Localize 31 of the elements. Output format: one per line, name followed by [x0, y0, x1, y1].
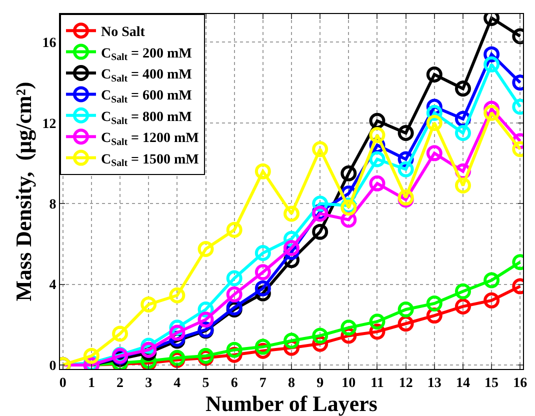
x-tick-label: 3: [145, 376, 152, 391]
x-tick-label: 6: [230, 376, 238, 391]
legend-label: C$_{Salt}$ = 600 mM: [101, 88, 192, 106]
legend-label: C$_{Salt}$ = 400 mM: [101, 67, 192, 84]
x-axis-title: Number of Layers: [206, 390, 378, 416]
y-tick-label: 4: [49, 278, 56, 294]
y-axis-title: Mass Density, (μg/cm²): [11, 82, 36, 302]
legend-label: C$_{Salt}$ = 1200 mM: [101, 131, 199, 148]
x-tick-label: 15: [484, 376, 499, 391]
x-tick-label: 14: [456, 376, 470, 391]
x-tick-label: 13: [427, 376, 442, 391]
x-tick-label: 5: [202, 376, 210, 391]
legend-label: No Salt: [101, 25, 146, 40]
y-tick-label: 16: [42, 36, 56, 52]
x-tick-label: 10: [342, 376, 356, 391]
y-tick-label: 8: [49, 198, 56, 212]
legend-label: C$_{Salt}$ = 800 mM: [101, 110, 192, 127]
x-tick-label: 11: [370, 376, 384, 391]
x-tick-label: 7: [259, 376, 266, 391]
x-tick-label: 16: [513, 376, 528, 391]
x-tick-label: 4: [174, 376, 181, 391]
x-tick-label: 2: [116, 376, 124, 391]
y-tick-label: 0: [49, 358, 56, 374]
x-tick-label: 0: [59, 376, 66, 391]
x-tick-label: 9: [316, 376, 324, 391]
x-tick-label: 1: [88, 376, 95, 391]
legend-label: C$_{Salt}$ = 1500 mM: [101, 152, 199, 170]
legend-label: C$_{Salt}$ = 200 mM: [101, 46, 192, 64]
x-tick-label: 12: [398, 376, 413, 391]
x-tick-label: 8: [288, 376, 295, 391]
y-tick-label: 12: [42, 116, 56, 132]
